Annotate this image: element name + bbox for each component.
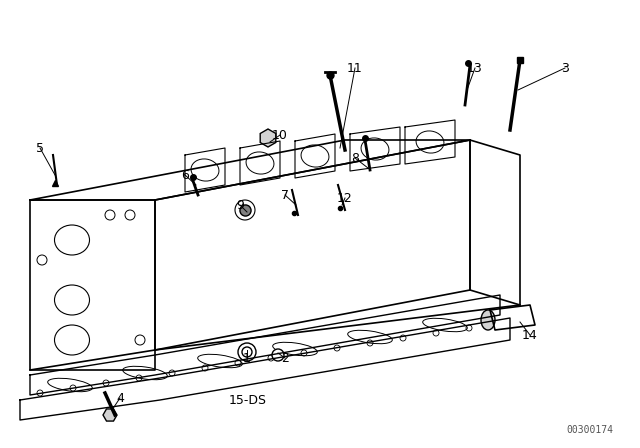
Polygon shape (260, 129, 276, 147)
Text: 12: 12 (337, 191, 353, 204)
Text: 3: 3 (561, 61, 569, 74)
Text: 9: 9 (236, 198, 244, 211)
Circle shape (238, 343, 256, 361)
Text: 11: 11 (347, 61, 363, 74)
Text: 15-DS: 15-DS (229, 393, 267, 406)
Text: 00300174: 00300174 (566, 425, 614, 435)
Text: 7: 7 (281, 189, 289, 202)
Text: 4: 4 (116, 392, 124, 405)
Text: 14: 14 (522, 328, 538, 341)
Text: 5: 5 (36, 142, 44, 155)
Polygon shape (103, 409, 117, 421)
Text: 8: 8 (351, 151, 359, 164)
Text: 13: 13 (467, 61, 483, 74)
Circle shape (272, 349, 284, 361)
Ellipse shape (481, 310, 495, 330)
Text: 2: 2 (281, 352, 289, 365)
Text: 1: 1 (243, 352, 251, 365)
Text: 6: 6 (181, 168, 189, 181)
Text: 10: 10 (272, 129, 288, 142)
